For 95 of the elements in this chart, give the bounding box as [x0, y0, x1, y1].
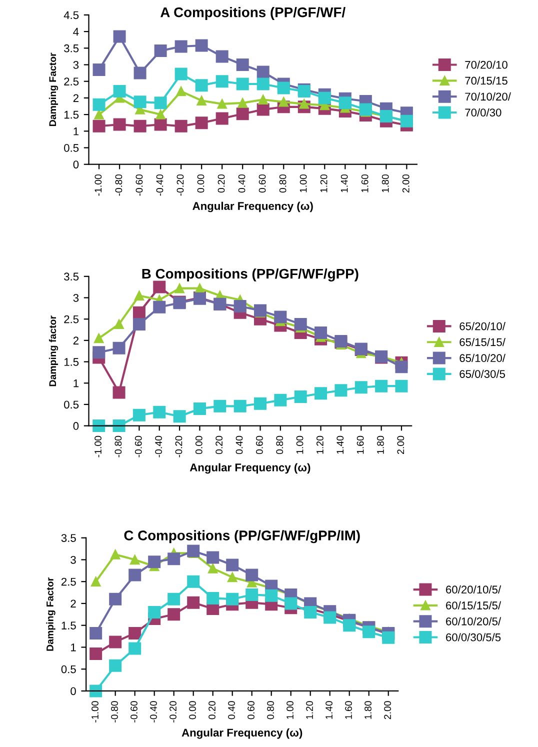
- legend-label: 65/20/10/: [460, 322, 506, 330]
- x-tick-label: -0.80: [115, 174, 122, 196]
- y-tick-label: 2: [73, 94, 78, 102]
- y-tick-label: 4: [73, 28, 79, 36]
- legend-label: 70/0/30: [465, 108, 502, 116]
- x-tick-label: -0.20: [170, 701, 176, 722]
- x-tick-label: 0.00: [195, 436, 202, 454]
- x-tick-label: -0.40: [150, 701, 157, 722]
- x-tick-label: -0.60: [130, 701, 138, 722]
- y-tick-label: 0: [73, 422, 79, 430]
- y-tick-label: 1: [74, 379, 79, 388]
- x-tick-label: 0.80: [276, 436, 284, 454]
- y-tick-label: 0: [70, 687, 76, 696]
- y-tick-label: 2.5: [61, 578, 76, 586]
- x-tick-label: 2.00: [384, 701, 391, 720]
- x-tick-label: -0.20: [176, 174, 184, 196]
- y-tick-label: 0.5: [64, 400, 79, 409]
- x-tick-label: 2.00: [402, 174, 410, 192]
- x-tick-label: 0.60: [258, 174, 266, 193]
- y-tick-label: 3.5: [64, 44, 79, 52]
- x-tick-label: 0.60: [248, 701, 254, 720]
- x-tick-label: 1.80: [377, 436, 384, 454]
- y-tick-label: 0.5: [64, 144, 79, 152]
- x-tick-label: 1.20: [306, 701, 313, 719]
- y-tick-label: 1: [71, 644, 76, 652]
- legend-label: 60/10/20/5/: [446, 617, 502, 626]
- x-tick-label: -1.00: [94, 174, 102, 196]
- y-axis-title: Damping factor: [48, 316, 58, 386]
- x-tick-label: -0.40: [156, 174, 164, 196]
- x-tick-label: 1.20: [320, 174, 328, 192]
- y-tick-label: 3: [73, 61, 79, 69]
- x-tick-label: 1.40: [340, 174, 348, 192]
- y-axis-title: Damping Factor: [48, 52, 58, 126]
- y-tick-label: 1.5: [64, 110, 79, 119]
- y-tick-label: 3: [70, 556, 76, 564]
- y-tick-label: 3.5: [61, 534, 76, 542]
- chart-title: C Compositions (PP/GF/WF/gPP/IM): [124, 530, 360, 544]
- x-tick-label: 1.60: [361, 174, 368, 192]
- x-tick-label: 1.40: [336, 436, 344, 454]
- x-tick-label: 0.20: [216, 436, 223, 454]
- y-tick-label: 3.5: [64, 272, 79, 281]
- x-axis-title: Angular Frequency (ω): [190, 463, 310, 474]
- x-tick-label: 0.40: [236, 436, 243, 454]
- y-tick-label: 2: [73, 336, 78, 344]
- x-tick-label: 1.20: [316, 436, 324, 454]
- legend-label: 70/20/10: [465, 60, 508, 69]
- x-tick-label: 1.80: [382, 174, 389, 192]
- x-tick-label: -0.60: [136, 174, 143, 196]
- x-tick-label: 0.60: [256, 436, 263, 454]
- legend-label: 70/10/20/: [465, 92, 511, 101]
- x-tick-label: -0.60: [134, 436, 142, 458]
- y-tick-label: 1.5: [62, 622, 76, 630]
- x-tick-label: 0.80: [267, 701, 274, 720]
- x-tick-label: 1.00: [296, 436, 304, 454]
- x-tick-label: 0.20: [208, 701, 216, 720]
- x-tick-label: -1.00: [92, 701, 98, 722]
- x-tick-label: 0.40: [228, 701, 235, 720]
- y-tick-label: 4.5: [64, 11, 79, 20]
- x-tick-label: 0.00: [189, 701, 196, 720]
- legend-label: 60/20/10/5/: [446, 585, 502, 594]
- x-tick-label: 0.40: [238, 174, 246, 193]
- x-tick-label: -0.80: [114, 436, 122, 458]
- y-tick-label: 1.5: [64, 358, 79, 366]
- chart-title: A Compositions (PP/GF/WF/: [160, 7, 346, 20]
- x-tick-label: 1.00: [300, 174, 307, 192]
- legend-label: 65/10/20/: [460, 354, 506, 362]
- x-tick-label: 1.60: [345, 701, 352, 719]
- x-tick-label: 2.00: [397, 436, 404, 454]
- x-tick-label: 0.00: [197, 174, 204, 193]
- y-tick-label: 2.5: [64, 315, 79, 324]
- x-axis-title: Angular Frequency (ω): [192, 202, 313, 212]
- x-tick-label: 1.60: [356, 436, 364, 454]
- y-axis-title: Damping Factor: [46, 578, 56, 651]
- x-axis-title: Angular Frequency (ω): [182, 728, 302, 739]
- x-tick-label: -0.20: [175, 436, 182, 458]
- x-tick-label: 1.80: [364, 701, 372, 719]
- y-tick-label: 1: [74, 128, 79, 136]
- legend-label: 60/0/30/5/5: [446, 633, 501, 642]
- x-tick-label: 1.00: [286, 701, 294, 719]
- legend-label: 65/0/30/5: [460, 370, 506, 378]
- y-tick-label: 3: [73, 294, 79, 302]
- legend-label: 70/15/15: [465, 76, 508, 85]
- legend-label: 60/15/15/5/: [446, 601, 502, 610]
- x-tick-label: 0.80: [279, 174, 286, 193]
- y-tick-label: 0.5: [61, 665, 76, 674]
- legend-label: 65/15/15/: [460, 338, 506, 346]
- chart-title: B Compositions (PP/GF/WF/gPP): [142, 268, 358, 282]
- x-tick-label: 0.20: [218, 174, 225, 193]
- y-tick-label: 2: [70, 600, 76, 608]
- y-tick-label: 2.5: [64, 78, 79, 86]
- x-tick-label: -0.80: [111, 701, 118, 722]
- x-tick-label: -1.00: [94, 436, 102, 458]
- y-tick-label: 0: [73, 160, 79, 168]
- x-tick-label: 1.40: [326, 701, 332, 719]
- x-tick-label: -0.40: [155, 436, 162, 458]
